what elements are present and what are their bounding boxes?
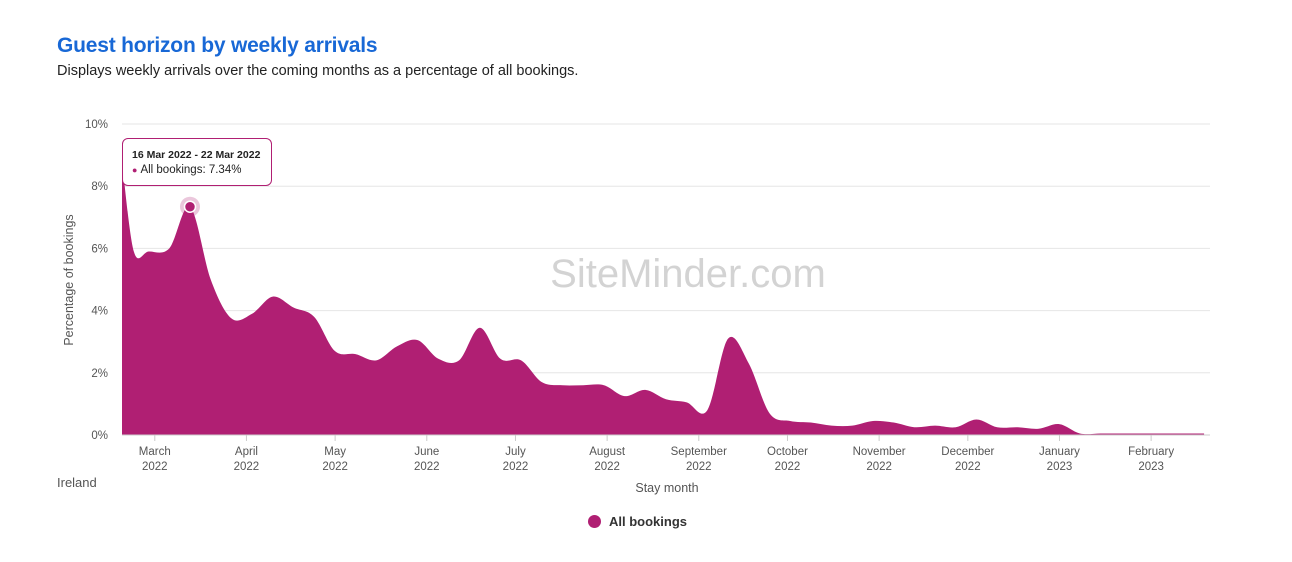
legend-label: All bookings xyxy=(609,514,687,529)
x-tick-label-month: February xyxy=(1128,446,1174,458)
y-tick-label: 8% xyxy=(91,181,108,193)
legend-item-all-bookings[interactable]: All bookings xyxy=(588,514,687,529)
x-tick-label-month: November xyxy=(853,446,906,458)
tooltip-series: All bookings xyxy=(140,164,203,176)
country-label: Ireland xyxy=(57,475,97,490)
tooltip-value: 7.34% xyxy=(208,164,242,176)
x-tick-label-year: 2022 xyxy=(775,461,801,473)
x-tick-label-month: December xyxy=(941,446,994,458)
x-tick-label-month: April xyxy=(235,446,258,458)
tooltip-dot-icon: ● xyxy=(132,165,138,175)
x-tick-label-year: 2023 xyxy=(1138,461,1164,473)
x-tick-label-month: October xyxy=(767,446,808,458)
x-tick-label-year: 2022 xyxy=(866,461,892,473)
legend-swatch-icon xyxy=(588,515,601,528)
tooltip-row: ● All bookings: 7.34% xyxy=(132,164,242,176)
x-tick-label-month: September xyxy=(671,446,727,458)
chart-title: Guest horizon by weekly arrivals xyxy=(57,34,378,57)
x-tick-label-month: August xyxy=(589,446,626,458)
y-tick-label: 10% xyxy=(85,119,108,131)
x-axis: March 2022 April 2022 May 2022 June 2022 July 202… xyxy=(122,434,1210,473)
hover-point-marker[interactable] xyxy=(183,200,197,213)
x-tick-label-year: 2022 xyxy=(686,461,712,473)
watermark: SiteMinder.com xyxy=(550,252,826,296)
x-axis-title: Stay month xyxy=(635,481,698,495)
y-axis: 0% 2% 4% 6% 8% 10% xyxy=(85,119,108,442)
x-tick-label-month: May xyxy=(324,446,346,458)
x-tick-label-month: July xyxy=(505,446,526,458)
tooltip: 16 Mar 2022 - 22 Mar 2022 ● All bookings:… xyxy=(122,138,272,186)
chart-subtitle: Displays weekly arrivals over the coming… xyxy=(57,63,579,79)
y-tick-label: 2% xyxy=(91,368,108,380)
x-tick-label-month: June xyxy=(414,446,439,458)
x-tick-label-year: 2022 xyxy=(322,461,348,473)
y-tick-label: 4% xyxy=(91,306,108,318)
y-tick-label: 0% xyxy=(91,430,108,442)
x-tick-label-year: 2022 xyxy=(142,461,168,473)
x-tick-label-year: 2022 xyxy=(594,461,620,473)
x-tick-label-year: 2022 xyxy=(503,461,529,473)
hover-point xyxy=(180,196,200,217)
x-tick-label-month: January xyxy=(1039,446,1080,458)
tooltip-range: 16 Mar 2022 - 22 Mar 2022 xyxy=(132,149,261,161)
x-tick-label-year: 2022 xyxy=(234,461,260,473)
x-tick-label-year: 2022 xyxy=(414,461,440,473)
x-tick-label-month: March xyxy=(139,446,171,458)
x-tick-label-year: 2022 xyxy=(955,461,981,473)
y-tick-label: 6% xyxy=(91,243,108,255)
x-tick-label-year: 2023 xyxy=(1047,461,1073,473)
y-axis-title: Percentage of bookings xyxy=(62,214,76,345)
series-area-all-bookings xyxy=(122,161,1205,435)
